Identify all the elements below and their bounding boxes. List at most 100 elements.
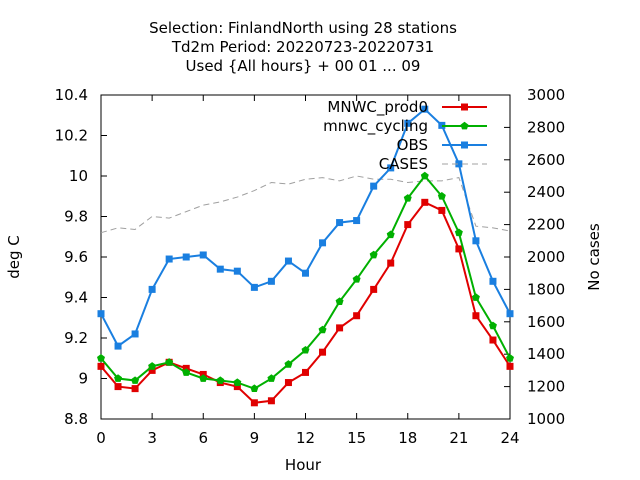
data-point-mnwc-prod0 [336,324,344,332]
data-point-obs [97,310,105,318]
data-point-mnwc-cycling [182,368,191,376]
data-point-mnwc-prod0 [148,366,156,374]
data-point-mnwc-cycling [165,358,174,366]
data-point-mnwc-prod0 [353,312,361,320]
legend-label-mnwc-cycling: mnwc_cycling [323,117,428,136]
data-point-mnwc-prod0 [250,399,258,407]
data-point-mnwc-prod0 [233,383,241,391]
y2-tick-label: 2400 [527,183,565,201]
y2-tick-label: 2200 [527,216,565,234]
legend-marker-mnwc-cycling [460,121,469,130]
y-tick-label: 9.6 [64,248,88,266]
data-point-mnwc-prod0 [455,245,463,253]
data-point-obs [199,251,207,259]
y-axis-label: deg C [5,235,23,279]
y-tick-label: 9.2 [64,329,88,347]
data-point-mnwc-cycling [233,378,242,386]
chart-title: Selection: FinlandNorth using 28 station… [149,19,457,75]
legend-item-cases: CASES [379,155,487,173]
data-point-mnwc-prod0 [267,397,275,405]
title-line-1: Selection: FinlandNorth using 28 station… [149,19,457,37]
x-tick-label: 15 [347,429,366,447]
data-point-mnwc-prod0 [131,385,139,393]
title-line-2: Td2m Period: 20220723-20220731 [171,38,434,56]
legend-item-obs: OBS [397,136,487,154]
y2-tick-label: 2800 [527,118,565,136]
data-point-obs [472,237,480,245]
y-tick-label: 9.4 [64,289,88,307]
data-point-mnwc-cycling [506,354,514,362]
y2-tick-label: 1800 [527,280,565,298]
x-tick-label: 18 [398,429,417,447]
data-point-obs [148,285,156,293]
data-point-obs [250,283,258,291]
data-point-mnwc-cycling [250,384,259,393]
data-point-obs [284,257,292,265]
series-layer [97,105,514,407]
y2-tick-label: 1400 [527,345,565,363]
title-line-3: Used {All hours} + 00 01 ... 09 [186,57,421,75]
legend-marker-mnwc-prod0 [461,103,468,111]
x-tick-label: 6 [198,429,208,447]
legend-marker-obs [461,141,468,149]
x-tick-label: 0 [96,429,106,447]
series-line-mnwc-cycling [100,174,511,390]
legend-label-cases: CASES [379,155,428,173]
series-obs [97,105,514,350]
y-tick-label: 9.8 [64,208,88,226]
legend-label-mnwc-prod0: MNWC_prod0 [327,98,428,117]
data-point-mnwc-prod0 [404,221,412,229]
legend-item-mnwc-cycling: mnwc_cycling [323,117,487,136]
data-point-mnwc-prod0 [506,362,514,370]
x-axis-label: Hour [285,456,322,474]
data-point-mnwc-cycling [131,376,140,384]
data-point-mnwc-cycling [488,321,497,330]
data-point-mnwc-prod0 [370,285,378,293]
data-point-obs [506,310,514,318]
data-point-obs [233,267,241,275]
data-point-mnwc-cycling [454,228,463,237]
y-tick-label: 10.2 [55,127,88,145]
series-mnwc-cycling [97,171,514,393]
y2-tick-label: 2600 [527,151,565,169]
data-point-obs [455,160,463,168]
y2-axis-label: No cases [585,223,603,291]
data-point-mnwc-cycling [386,230,395,239]
y-tick-label: 10.4 [55,86,88,104]
data-point-obs [131,330,139,338]
data-point-obs [370,182,378,190]
data-point-mnwc-prod0 [284,379,292,387]
data-point-obs [387,164,395,172]
data-point-obs [267,277,275,285]
x-tick-label: 24 [500,429,519,447]
y2-tick-label: 3000 [527,86,565,104]
legend-item-mnwc-prod0: MNWC_prod0 [327,98,487,117]
data-point-mnwc-cycling [352,275,361,283]
data-point-mnwc-cycling [284,360,293,368]
data-point-obs [216,265,224,273]
data-point-mnwc-prod0 [302,368,309,376]
data-point-mnwc-prod0 [114,383,122,391]
legend-label-obs: OBS [397,136,428,154]
data-point-obs [421,105,429,113]
x-tick-label: 9 [250,429,260,447]
data-point-obs [336,219,344,227]
data-point-mnwc-cycling [318,325,327,334]
x-tick-label: 12 [296,429,315,447]
data-point-mnwc-cycling [471,293,480,301]
data-point-mnwc-prod0 [387,259,395,267]
data-point-mnwc-cycling [301,345,310,354]
data-point-obs [489,277,497,285]
data-point-mnwc-cycling [148,362,157,370]
data-point-mnwc-cycling [199,374,208,382]
data-point-mnwc-cycling [114,374,123,382]
data-point-mnwc-prod0 [438,206,446,214]
data-point-mnwc-cycling [437,192,446,200]
data-point-obs [114,342,122,350]
axis-labels: Hour deg C No cases [5,223,603,474]
y2-tick-label: 1200 [527,378,565,396]
data-point-obs [438,121,446,129]
data-point-mnwc-cycling [369,250,378,259]
data-point-mnwc-prod0 [489,336,497,344]
data-point-mnwc-cycling [267,374,276,382]
